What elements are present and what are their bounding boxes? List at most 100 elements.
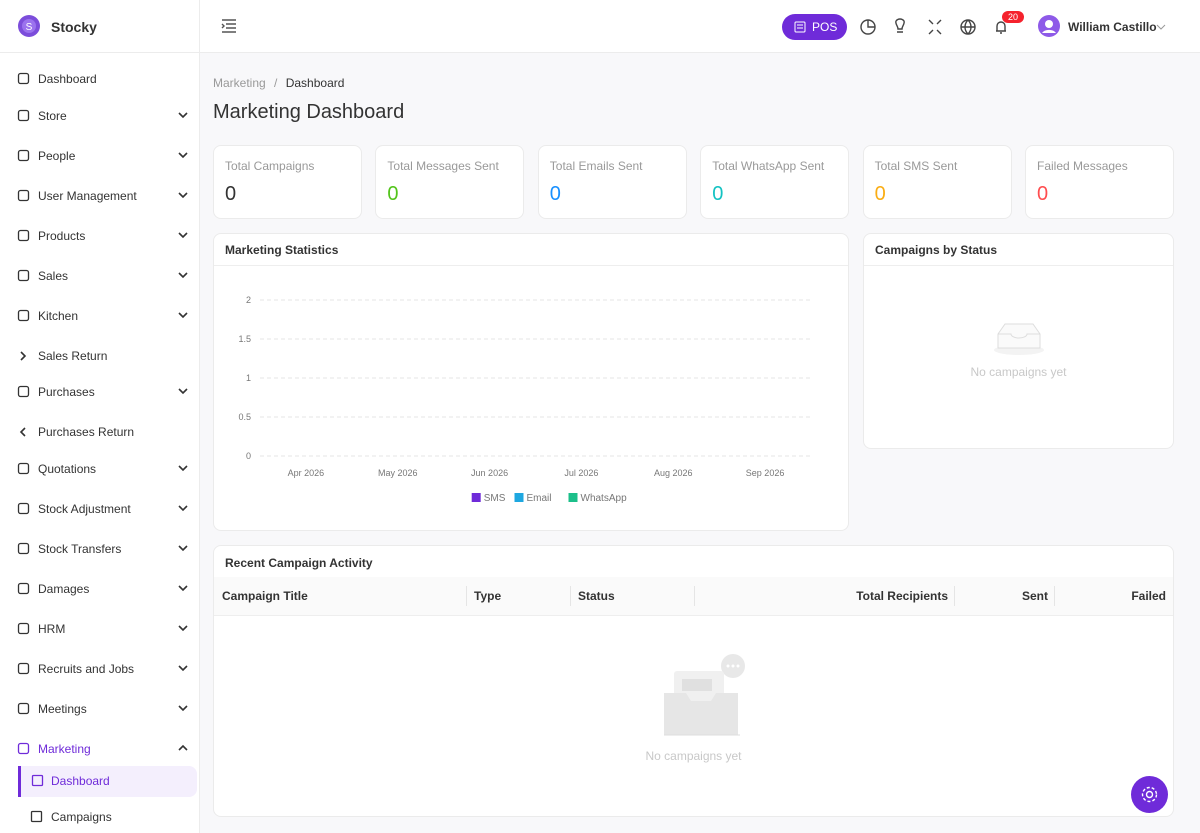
sidebar-item[interactable]: Recruits and Jobs: [0, 654, 200, 684]
x-tick-label: Jul 2026: [564, 468, 598, 478]
icon-shape: [17, 149, 30, 162]
sidebar-item[interactable]: Quotations: [0, 454, 200, 484]
submenu-item[interactable]: Dashboard: [18, 766, 197, 797]
chart: 0 0.5 1 1.5 2 Apr 2026 May 2026 Jun 2026 Jul 202…: [238, 295, 811, 504]
column-divider: [466, 586, 467, 606]
card-divider: [214, 265, 848, 266]
sidebar-icon: [17, 269, 30, 282]
submenu-icon: [31, 774, 44, 787]
campaigns-by-status-card: Campaigns by Status No campaigns yet: [863, 233, 1174, 449]
icon-shape: [17, 385, 30, 398]
x-tick-label: Jun 2026: [471, 468, 508, 478]
stat-card: Total Emails Sent 0: [537, 145, 687, 219]
sidebar-label: Products: [38, 229, 86, 243]
pos-button[interactable]: POS: [782, 14, 847, 40]
sidebar-item[interactable]: Purchases Return: [0, 417, 200, 447]
stat-value: 0: [387, 183, 399, 205]
stat-label: Failed Messages: [1037, 159, 1128, 173]
x-tick-label: May 2026: [378, 468, 418, 478]
arrow: [178, 112, 188, 119]
arrow: [178, 388, 188, 395]
sidebar-icon: [17, 742, 30, 755]
column-header[interactable]: Failed: [1131, 589, 1166, 603]
sidebar-item[interactable]: Sales: [0, 261, 200, 291]
sidebar-item[interactable]: People: [0, 141, 200, 171]
topbar-icons[interactable]: [857, 16, 1037, 38]
user-name[interactable]: William Castillo: [1068, 20, 1157, 34]
breadcrumb: Marketing / Dashboard: [213, 76, 344, 90]
legend-label: Email: [527, 493, 552, 504]
sidebar-item[interactable]: Stock Adjustment: [0, 494, 200, 524]
stat-value: 0: [1037, 183, 1049, 205]
sidebar-icon: [17, 229, 30, 242]
sidebar-item[interactable]: Kitchen: [0, 301, 200, 331]
submenu-label: Dashboard: [51, 774, 110, 788]
sidebar-item[interactable]: Dashboard: [0, 64, 200, 94]
sidebar-item[interactable]: HRM: [0, 614, 200, 644]
brand-logo: S: [18, 15, 40, 37]
user-avatar[interactable]: [1038, 15, 1060, 37]
sidebar-icon: [17, 702, 30, 715]
column-header[interactable]: Sent: [1021, 589, 1048, 603]
settings-button[interactable]: [1131, 776, 1168, 813]
menu-toggle[interactable]: [220, 18, 238, 34]
arrow: [178, 232, 188, 239]
arrow: [20, 351, 27, 361]
sidebar-item[interactable]: Store: [0, 101, 200, 131]
submenu-item[interactable]: Campaigns: [0, 802, 200, 833]
breadcrumb-item[interactable]: Marketing: [213, 76, 266, 90]
column-divider: [694, 586, 695, 606]
sidebar-label: Stock Adjustment: [38, 502, 131, 516]
sidebar-label: Dashboard: [38, 72, 97, 86]
arrow: [178, 585, 188, 592]
sidebar-item[interactable]: Meetings: [0, 694, 200, 724]
sidebar-arrow: [178, 585, 188, 592]
sidebar-item[interactable]: Sales Return: [0, 341, 200, 371]
sidebar-label: Store: [38, 109, 67, 123]
column-header[interactable]: Total Recipients: [856, 589, 948, 603]
sidebar-item[interactable]: Damages: [0, 574, 200, 604]
legend-swatch: [568, 493, 578, 502]
sidebar-icon: [17, 662, 30, 675]
table-header: Campaign Title Type Status Total Recipie…: [214, 577, 1173, 616]
arrow: [178, 665, 188, 672]
column-header[interactable]: Status: [578, 589, 615, 603]
sidebar-item[interactable]: Purchases: [0, 377, 200, 407]
x-tick-label: Aug 2026: [654, 468, 693, 478]
notification-badge: 20: [1002, 11, 1024, 23]
arrow: [178, 625, 188, 632]
stat-value: 0: [549, 183, 561, 205]
sidebar-icon: [17, 189, 30, 202]
sidebar-icon: [17, 462, 30, 475]
icon-shape: [17, 542, 30, 555]
sidebar-item[interactable]: User Management: [0, 181, 200, 211]
user-dropdown[interactable]: [1156, 23, 1166, 31]
legend-swatch: [471, 493, 481, 502]
sidebar-item[interactable]: Products: [0, 221, 200, 251]
card-title: Recent Campaign Activity: [225, 556, 373, 570]
page-title: Marketing Dashboard: [213, 101, 405, 123]
sidebar-arrow: [178, 272, 188, 279]
sidebar-arrow: [178, 152, 188, 159]
icon-shape: [17, 582, 30, 595]
empty-illustration: [664, 654, 745, 736]
sidebar-arrow: [178, 505, 188, 512]
column-header[interactable]: Campaign Title: [222, 589, 308, 603]
column-header[interactable]: Type: [474, 589, 502, 603]
x-tick-label: Sep 2026: [746, 468, 785, 478]
sidebar-arrow: [178, 625, 188, 632]
sidebar-arrow: [178, 545, 188, 552]
stat-label: Total SMS Sent: [874, 159, 958, 173]
sidebar-item[interactable]: Stock Transfers: [0, 534, 200, 564]
icon-shape: [17, 742, 30, 755]
card-title: Marketing Statistics: [225, 243, 339, 257]
sidebar-label: Damages: [38, 582, 90, 596]
stat-card: Total Campaigns 0: [213, 145, 362, 219]
y-tick-label: 2: [246, 295, 251, 305]
icon-shape: [17, 502, 30, 515]
sidebar-item[interactable]: Marketing: [0, 734, 200, 764]
column-divider: [570, 586, 571, 606]
legend-swatch: [514, 493, 524, 502]
sidebar-label: Kitchen: [38, 309, 79, 323]
